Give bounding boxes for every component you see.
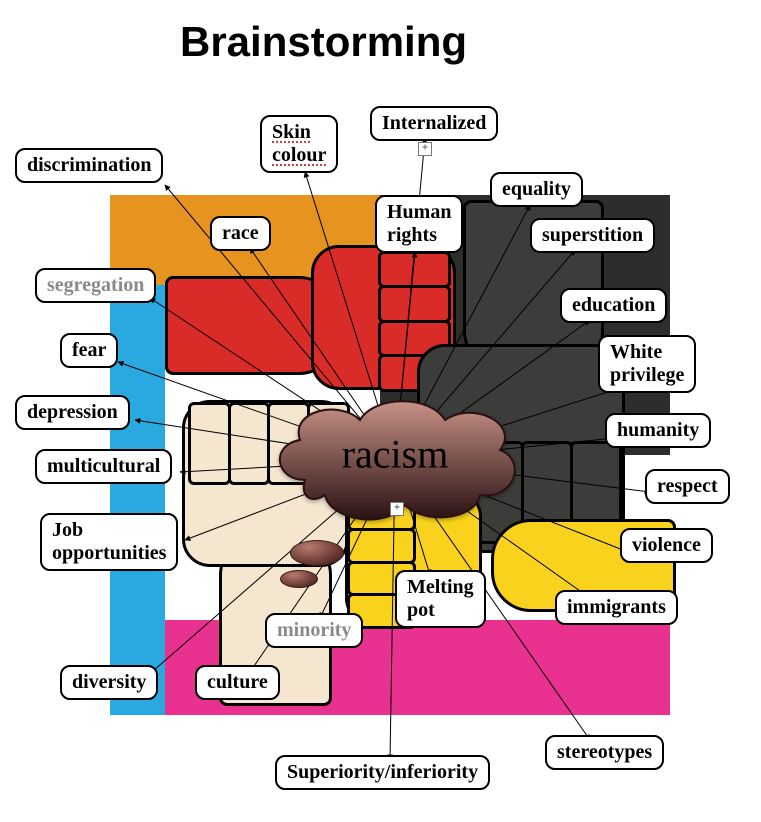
concept-superstition: superstition [530, 218, 655, 253]
concept-stereotypes: stereotypes [545, 735, 664, 770]
center-label: racism [342, 431, 449, 478]
concept-human-rights: Human rights [375, 195, 463, 253]
concept-minority: minority [265, 613, 363, 648]
concept-internalized: Internalized [370, 106, 498, 141]
concept-diversity: diversity [60, 665, 158, 700]
fist-red-knuckle [378, 285, 451, 323]
fist-cream-knuckle [188, 402, 231, 485]
thought-bubble [290, 540, 344, 566]
fist-yellow-knuckle [347, 528, 416, 564]
concept-equality: equality [490, 172, 583, 207]
bg-block [110, 285, 165, 715]
concept-discrimination: discrimination [15, 148, 163, 183]
diagram-stage: racism + Brainstorming discrimination Skin c… [0, 0, 761, 822]
concept-job-opps: Job opportunities [40, 513, 178, 571]
page-title: Brainstorming [180, 18, 467, 66]
concept-humanity: humanity [605, 413, 711, 448]
concept-violence: violence [620, 528, 713, 563]
concept-segregation: segregation [35, 268, 156, 303]
concept-skin-colour: Skin colour [260, 115, 338, 173]
concept-depression: depression [15, 395, 130, 430]
fist-red-knuckle [378, 251, 451, 289]
concept-melting-pot: Melting pot [395, 570, 486, 628]
expand-icon: + [418, 142, 432, 156]
concept-culture: culture [195, 665, 280, 700]
expand-icon: + [390, 502, 404, 516]
concept-respect: respect [645, 469, 730, 504]
thought-bubble [280, 570, 318, 588]
concept-sup-inf: Superiority/inferiority [275, 755, 490, 790]
concept-multicultural: multicultural [35, 449, 172, 484]
concept-immigrants: immigrants [555, 590, 678, 625]
concept-fear: fear [60, 333, 118, 368]
concept-white-privilege: White privilege [598, 335, 696, 393]
concept-race: race [210, 216, 271, 251]
concept-education: education [560, 288, 667, 323]
